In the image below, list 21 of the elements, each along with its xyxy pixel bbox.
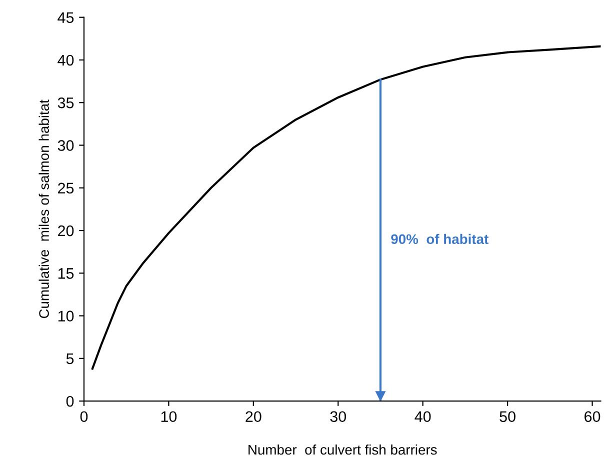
y-tick-label: 0: [66, 396, 74, 407]
y-tick-label: 40: [58, 54, 74, 66]
x-tick-label: 0: [80, 411, 88, 422]
y-tick-label: 15: [58, 268, 74, 279]
y-tick-label: 10: [58, 310, 74, 322]
y-tick-label: 35: [58, 97, 74, 108]
y-tick-label: 20: [58, 225, 74, 236]
x-tick-label: 60: [584, 411, 600, 422]
y-tick-label: 30: [58, 140, 74, 151]
y-tick-label: 45: [58, 12, 74, 23]
x-tick-label: 30: [330, 411, 346, 422]
y-axis-title: Cumulative miles of salmon habitat: [38, 100, 49, 318]
y-tick-label: 5: [66, 353, 74, 364]
ref-line-label: 90% of habitat: [391, 234, 488, 244]
x-axis-title: Number of culvert fish barriers: [248, 444, 437, 455]
x-tick-label: 20: [246, 411, 262, 422]
line-series: [91, 45, 601, 370]
x-tick-label: 50: [500, 411, 516, 422]
x-tick-label: 10: [161, 411, 177, 422]
x-tick-label: 40: [414, 411, 431, 422]
y-tick-label: 25: [58, 182, 74, 194]
